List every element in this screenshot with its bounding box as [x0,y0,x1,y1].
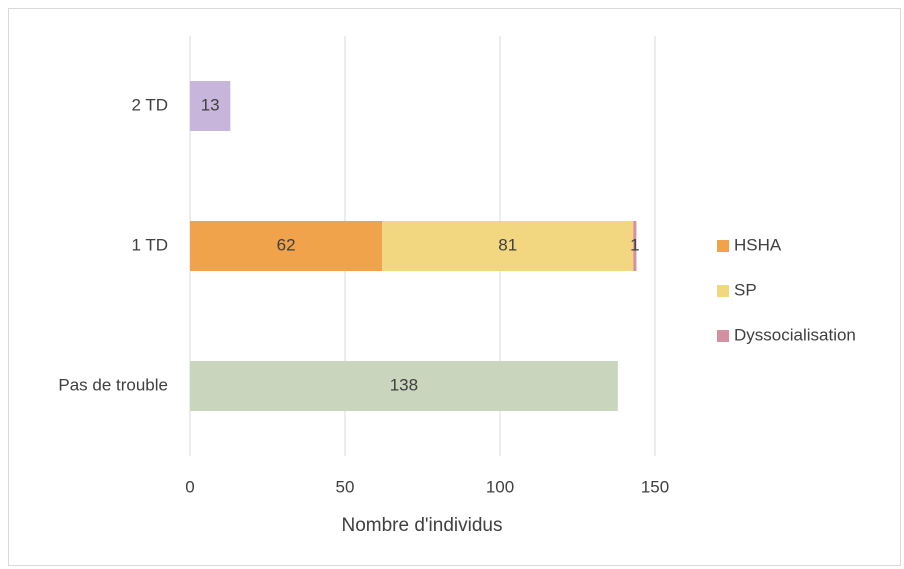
data-label: 138 [390,375,418,394]
bar-segment [382,221,634,271]
bar-segment [190,81,231,131]
legend-swatch [717,285,729,297]
x-axis-title: Nombre d'individus [342,515,503,536]
data-label: 62 [277,235,296,254]
bar-segment [190,361,618,411]
x-tick-label: 100 [486,477,514,496]
x-tick-label: 150 [641,477,669,496]
x-tick-label: 0 [185,477,194,496]
data-label: 1 [630,235,639,254]
y-tick-label: 1 TD [131,235,168,254]
legend-label: SP [734,280,757,299]
y-tick-label: 2 TD [131,95,168,114]
legend-swatch [717,240,729,252]
data-label: 13 [201,95,220,114]
chart-border [8,8,901,566]
legend-label: Dyssocialisation [734,325,856,344]
bar-segment [633,221,637,271]
legend-label: HSHA [734,235,782,254]
legend-swatch [717,330,729,342]
y-tick-label: Pas de trouble [58,375,168,394]
bar-segment [190,221,383,271]
x-tick-label: 50 [336,477,355,496]
data-label: 81 [498,235,517,254]
